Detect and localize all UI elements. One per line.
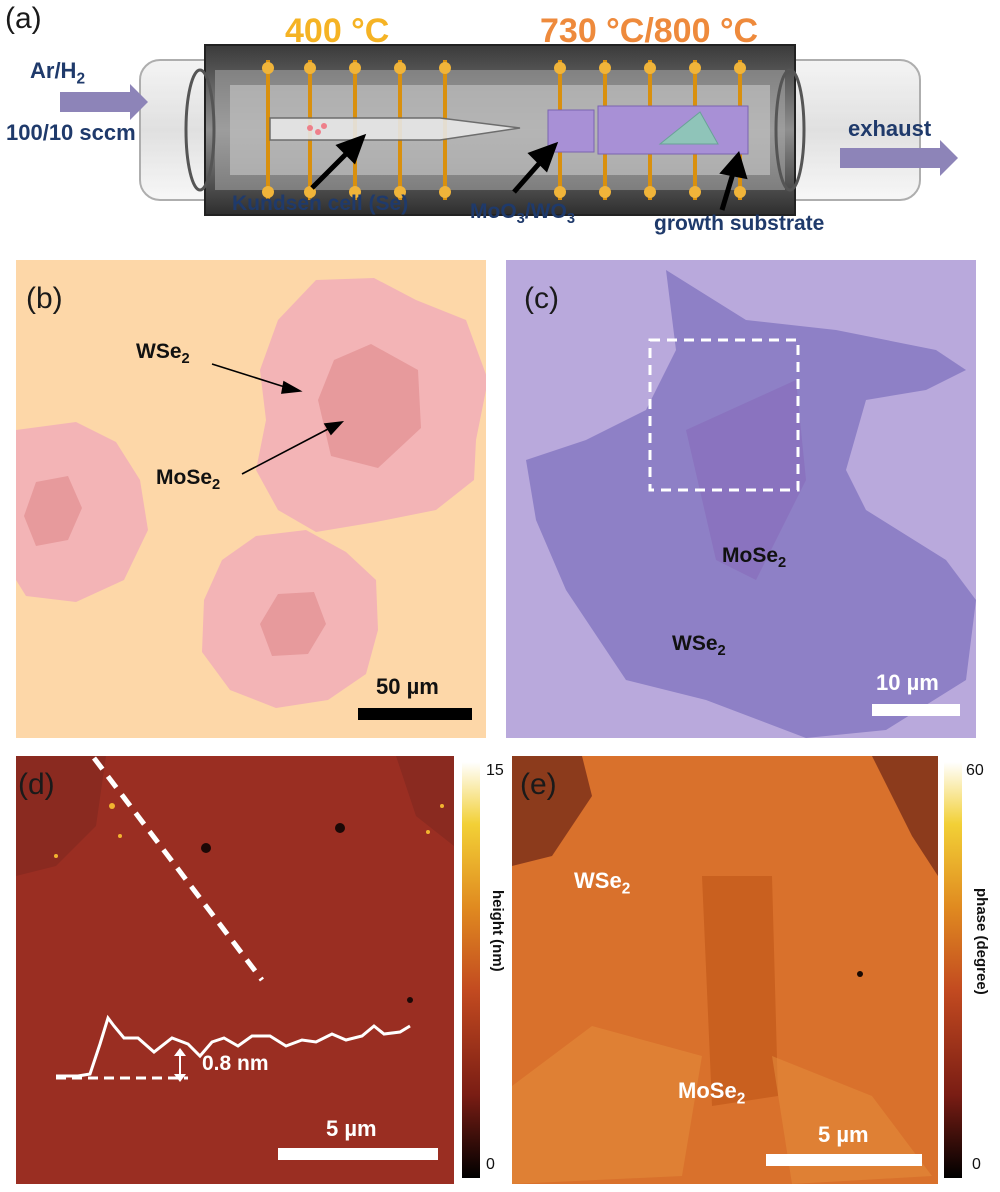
wse2-label-c: WSe2	[672, 632, 726, 660]
gas-label: Ar/H2	[30, 58, 86, 88]
wse2-label-e: WSe2	[574, 868, 631, 898]
growth-substrate	[597, 105, 749, 155]
colorbar-d-max: 15	[486, 762, 504, 779]
colorbar-d-title: height (nm)	[489, 890, 506, 972]
scale-bar-e	[766, 1154, 922, 1166]
flake-inner-3	[260, 592, 326, 656]
panel-c: (c) MoSe2 WSe2 10 µm	[506, 260, 976, 738]
colorbar-d	[462, 762, 480, 1178]
scale-label-b: 50 µm	[376, 674, 439, 699]
scale-bar-c	[872, 704, 960, 716]
optical-image-b	[16, 278, 486, 720]
scale-bar-b	[358, 708, 472, 720]
temp-low-label: 400 °C	[285, 12, 390, 50]
panel-a: (a) 400 °C 730 °C/800 °C Ar/H2 100/10 sc…	[0, 0, 1000, 250]
precursor-label: MoO3/WO3	[470, 200, 575, 228]
colorbar-e-min: 0	[972, 1156, 981, 1173]
panel-c-label: (c)	[524, 282, 559, 315]
panel-b-label: (b)	[26, 282, 63, 315]
flake-inner-2	[24, 476, 82, 546]
panel-b: (b) WSe2 MoSe2 50 µm	[16, 260, 486, 738]
colorbar-e-title: phase (degree)	[973, 888, 990, 995]
furnace-schematic	[60, 44, 958, 216]
optical-image-c	[526, 270, 976, 738]
panel-d-label: (d)	[18, 768, 55, 801]
scale-bar-d	[278, 1148, 438, 1160]
scale-label-e: 5 µm	[818, 1122, 869, 1147]
mose2-label-b: MoSe2	[156, 466, 221, 494]
gas-inlet-arrow	[60, 84, 148, 120]
kundsen-label: Kundsen cell (Se)	[232, 192, 409, 215]
height-profile	[56, 1014, 411, 1078]
triangle-crystals	[658, 111, 719, 145]
panel-a-label: (a)	[5, 2, 42, 35]
exhaust-arrow	[840, 140, 958, 176]
panel-e: (e) WSe2 MoSe2 5 µm	[512, 756, 938, 1184]
flake-inner-1	[318, 344, 421, 468]
flake-outer-2	[16, 422, 148, 602]
inner-triangle	[686, 380, 806, 580]
temp-high-label: 730 °C/800 °C	[540, 12, 759, 50]
scale-label-c: 10 µm	[876, 670, 939, 695]
kundsen-cell	[269, 117, 521, 141]
afm-height-map	[16, 756, 454, 1160]
wse2-label-b: WSe2	[136, 340, 190, 368]
substrate-label: growth substrate	[654, 212, 825, 235]
profile-label: 0.8 nm	[202, 1052, 269, 1075]
flow-label: 100/10 sccm	[6, 120, 136, 145]
exhaust-label: exhaust	[848, 116, 932, 141]
panel-d: (d) 0.8 nm 5 µm	[16, 756, 454, 1184]
afm-phase-map	[512, 756, 938, 1184]
mose2-region	[702, 876, 778, 1106]
panel-e-label: (e)	[520, 768, 557, 801]
line-cut	[92, 756, 264, 982]
scale-label-d: 5 µm	[326, 1116, 377, 1141]
colorbar-e-max: 60	[966, 762, 984, 779]
colorbar-d-min: 0	[486, 1156, 495, 1173]
mose2-label-c: MoSe2	[722, 544, 787, 572]
colorbar-e	[944, 762, 962, 1178]
mose2-label-e: MoSe2	[678, 1078, 746, 1108]
dashed-box	[648, 338, 800, 492]
